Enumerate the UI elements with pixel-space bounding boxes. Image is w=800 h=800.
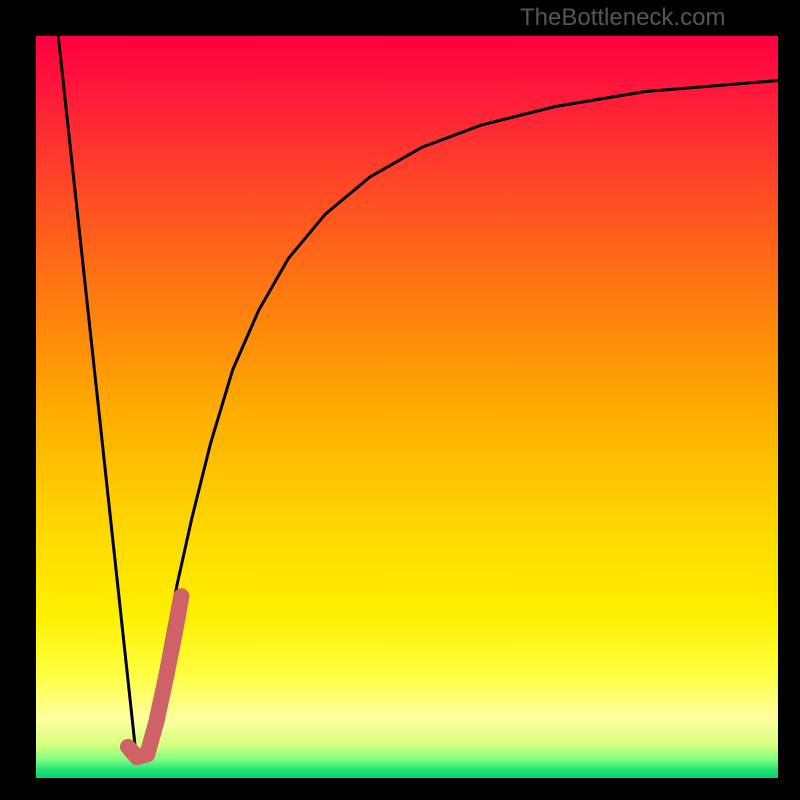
watermark-text: TheBottleneck.com bbox=[520, 4, 725, 32]
plot-gradient bbox=[36, 36, 778, 778]
chart-svg bbox=[0, 0, 800, 800]
chart-stage: TheBottleneck.com bbox=[0, 0, 800, 800]
